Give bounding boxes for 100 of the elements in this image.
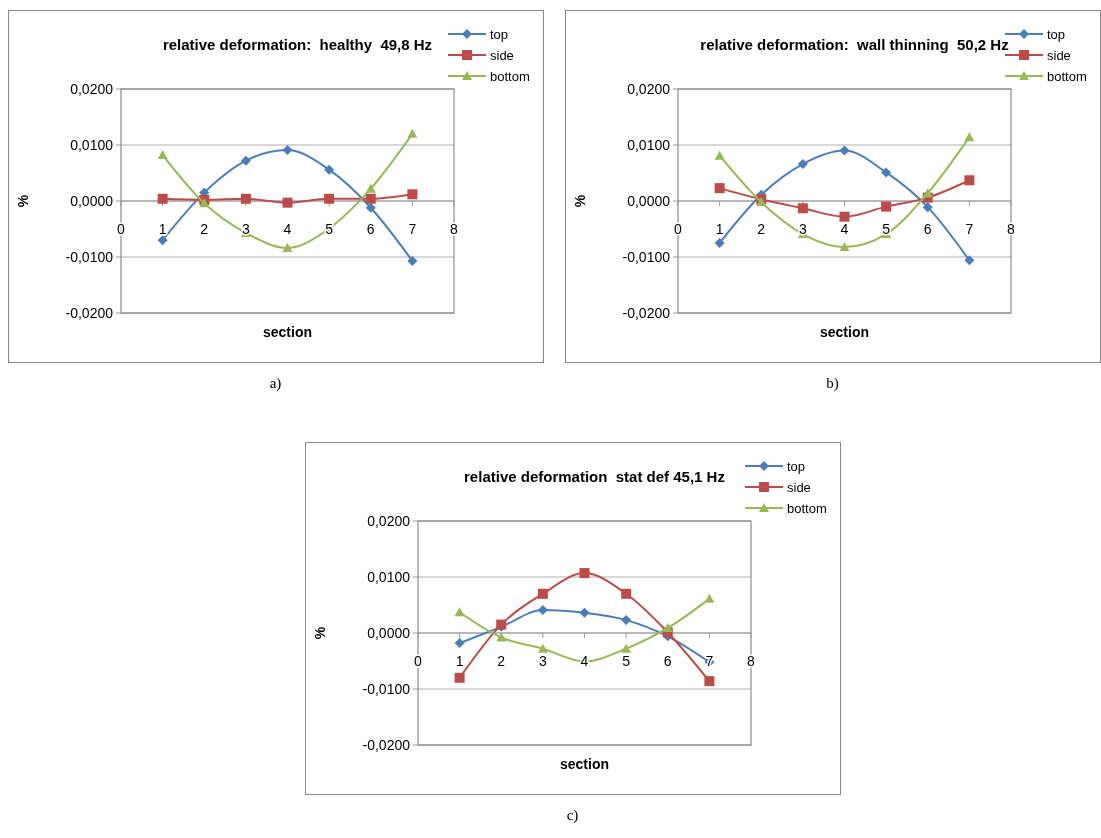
point: [282, 145, 293, 156]
y-axis-title: %: [15, 194, 31, 208]
x-tick-label: 2: [497, 653, 506, 669]
point: [157, 193, 168, 204]
point: [454, 638, 465, 649]
y-tick-label: 0,0100: [627, 137, 671, 153]
y-axis-title: %: [312, 626, 328, 640]
x-tick-label: 6: [366, 221, 375, 237]
chart-title: relative deformation: wall thinning 50,2 Hz: [700, 36, 1009, 53]
text: c): [566, 807, 579, 824]
point: [365, 202, 376, 213]
y-tick-label: 0,0100: [367, 569, 411, 585]
x-tick-label: 2: [200, 221, 209, 237]
point: [922, 202, 933, 213]
point: [454, 672, 465, 683]
point: [964, 255, 975, 266]
x-tick-label: 6: [923, 221, 932, 237]
x-tick-label: 1: [455, 653, 464, 669]
point: [240, 155, 251, 166]
y-tick-label: -0,0200: [362, 737, 411, 753]
x-tick-label: 1: [158, 221, 167, 237]
legend-label: bottom: [1047, 69, 1087, 84]
point: [407, 128, 418, 138]
point: [282, 197, 293, 208]
point: [839, 211, 850, 222]
x-tick-label: 4: [283, 221, 292, 237]
point: [881, 201, 892, 212]
point: [537, 588, 548, 599]
y-tick-label: 0,0200: [70, 81, 114, 97]
point: [964, 175, 975, 186]
point: [714, 183, 725, 194]
point: [407, 189, 418, 200]
point: [922, 188, 933, 198]
x-axis-title: section: [819, 324, 870, 340]
x-tick-label: 2: [757, 221, 766, 237]
point: [839, 145, 850, 156]
y-tick-label: -0,0200: [622, 305, 671, 321]
y-tick-label: -0,0100: [622, 249, 671, 265]
point: [537, 643, 548, 653]
x-tick-label: 8: [1007, 221, 1016, 237]
point: [714, 238, 725, 248]
x-tick-label: 5: [325, 221, 334, 237]
y-tick-label: -0,0200: [65, 305, 114, 321]
y-tick-label: -0,0100: [362, 681, 411, 697]
legend-label: top: [787, 459, 806, 474]
y-axis-title: %: [572, 194, 588, 208]
point: [797, 159, 808, 170]
point: [240, 193, 251, 204]
point: [579, 607, 590, 618]
point: [365, 193, 376, 204]
x-tick-label: 6: [663, 653, 672, 669]
x-tick-label: 7: [965, 221, 974, 237]
point: [621, 643, 632, 653]
x-axis-title: section: [262, 324, 313, 340]
point: [839, 241, 850, 251]
point: [621, 588, 632, 599]
y-tick-label: 0,0200: [627, 81, 671, 97]
point: [282, 243, 293, 253]
text: a): [269, 375, 282, 392]
point: [157, 235, 168, 246]
y-tick-label: 0,0200: [367, 513, 411, 529]
legend-label: side: [490, 48, 514, 63]
legend-label: bottom: [787, 501, 827, 516]
point: [537, 605, 548, 616]
legend-label: top: [1047, 27, 1066, 42]
y-tick-label: 0,0100: [70, 137, 114, 153]
x-tick-label: 0: [674, 221, 683, 237]
point: [797, 203, 808, 214]
legend-label: top: [490, 27, 509, 42]
point: [365, 183, 376, 193]
point: [662, 622, 673, 632]
x-tick-label: 7: [705, 653, 714, 669]
chart-title: relative deformation stat def 45,1 Hz: [464, 468, 725, 485]
chart-title: relative deformation: healthy 49,8 Hz: [162, 36, 433, 53]
legend-label: bottom: [490, 69, 530, 84]
x-tick-label: 5: [622, 653, 631, 669]
legend-label: side: [1047, 48, 1071, 63]
x-tick-label: 0: [414, 653, 423, 669]
point: [964, 132, 975, 142]
y-tick-label: 0,0000: [70, 193, 114, 209]
point: [704, 593, 715, 603]
y-tick-label: 0,0000: [627, 193, 671, 209]
x-tick-label: 8: [747, 653, 756, 669]
x-tick-label: 0: [117, 221, 126, 237]
x-tick-label: 8: [450, 221, 459, 237]
x-axis-title: section: [559, 756, 610, 772]
legend-label: side: [787, 480, 811, 495]
point: [454, 607, 465, 617]
x-tick-label: 1: [715, 221, 724, 237]
point: [324, 193, 335, 204]
x-tick-label: 3: [538, 653, 547, 669]
point: [579, 568, 590, 579]
point: [157, 150, 168, 160]
y-tick-label: -0,0100: [65, 249, 114, 265]
point: [407, 255, 418, 266]
point: [704, 676, 715, 687]
point: [714, 150, 725, 160]
point: [324, 164, 335, 175]
x-tick-label: 7: [408, 221, 417, 237]
x-tick-label: 4: [840, 221, 849, 237]
